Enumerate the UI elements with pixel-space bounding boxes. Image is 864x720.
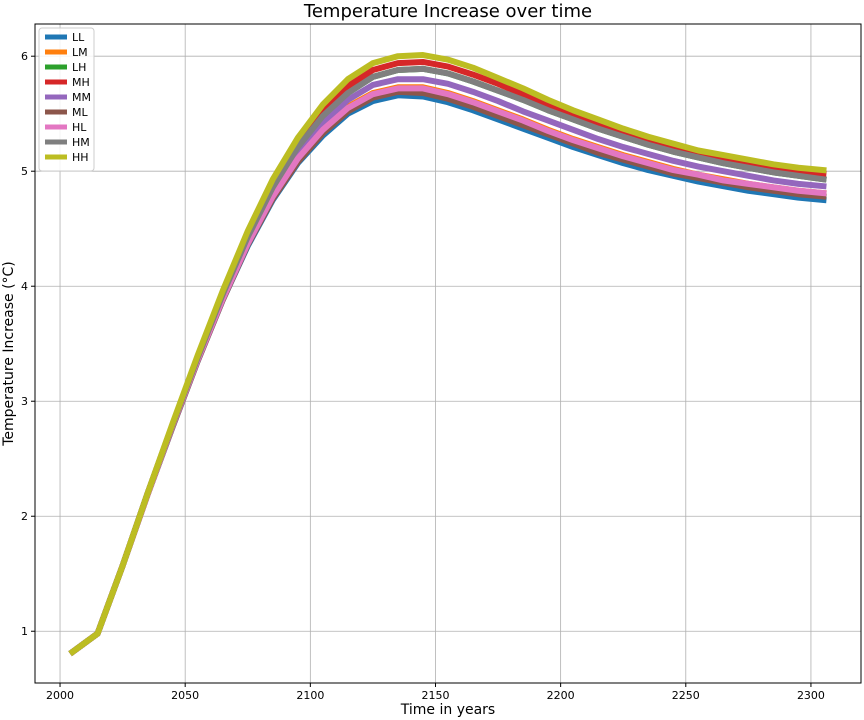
legend-label-hm: HM [72,136,90,149]
legend-label-mm: MM [72,91,91,104]
x-tick-label: 2000 [46,689,74,702]
legend-label-lh: LH [72,61,86,74]
y-tick-label: 3 [21,395,28,408]
series-line-hh [68,52,827,657]
legend-label-lm: LM [72,46,88,59]
legend-label-mh: MH [72,76,90,89]
y-tick-label: 5 [21,165,28,178]
legend: LL LM LH MH MM ML HL HM HH [38,27,95,172]
chart-title: Temperature Increase over time [303,1,592,22]
x-tick-label: 2200 [547,689,575,702]
x-tick-label: 2100 [296,689,324,702]
legend-label-ll: LL [72,31,85,44]
series-layer [68,52,827,657]
y-ticks: 1 2 3 4 5 6 [21,50,35,638]
legend-label-ml: ML [72,106,88,119]
x-ticks: 2000 2050 2100 2150 2200 2250 2300 [46,683,825,702]
y-tick-label: 6 [21,50,28,63]
legend-label-hl: HL [72,121,87,134]
x-axis-label: Time in years [400,702,495,718]
y-tick-label: 4 [21,280,28,293]
grid-layer [35,24,861,683]
plot-frame [34,23,862,684]
legend-label-hh: HH [72,151,89,164]
y-tick-label: 2 [21,510,28,523]
x-tick-label: 2250 [672,689,700,702]
x-tick-label: 2150 [421,689,449,702]
x-tick-label: 2300 [797,689,825,702]
x-tick-label: 2050 [171,689,199,702]
y-tick-label: 1 [21,625,28,638]
y-axis-label: Temperature Increase (°C) [1,261,17,447]
